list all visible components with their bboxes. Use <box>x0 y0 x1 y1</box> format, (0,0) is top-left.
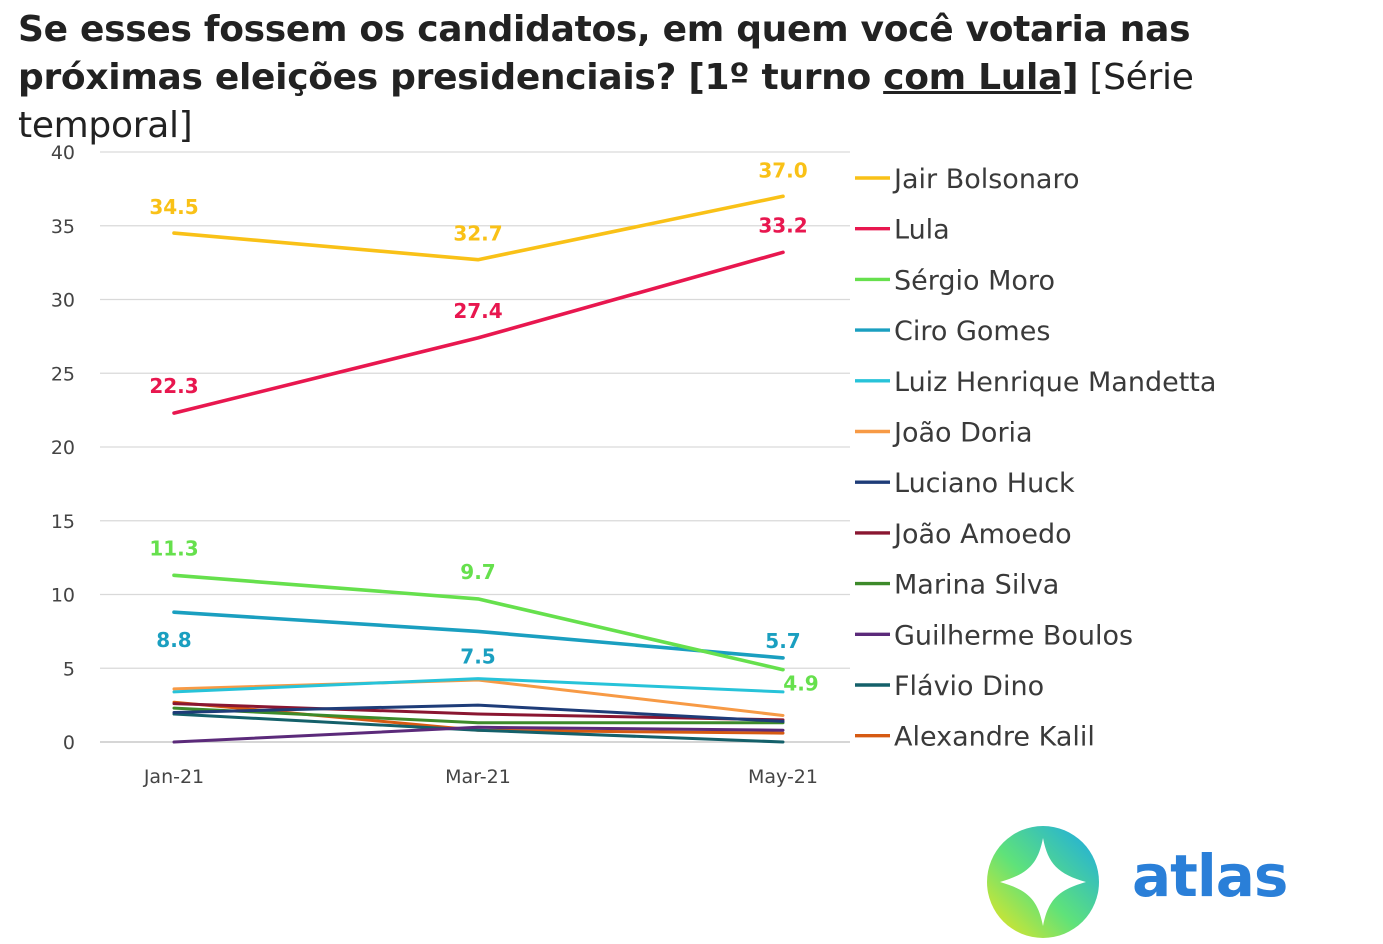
data-label: 27.4 <box>453 299 502 323</box>
series-line <box>172 250 785 415</box>
y-tick-label: 20 <box>51 437 75 459</box>
legend-label: Ciro Gomes <box>894 316 1050 347</box>
y-tick-label: 30 <box>51 290 75 312</box>
y-tick-label: 25 <box>51 363 75 385</box>
legend-label: João Doria <box>892 418 1033 449</box>
data-label: 4.9 <box>783 672 818 696</box>
legend-label: Alexandre Kalil <box>894 722 1095 753</box>
series-line <box>172 194 785 262</box>
legend-label: Jair Bolsonaro <box>892 164 1080 195</box>
legend-label: Lula <box>894 215 950 246</box>
legend-label: Luiz Henrique Mandetta <box>894 367 1216 398</box>
series-line <box>172 610 785 660</box>
atlas-wordmark: atlas <box>1132 842 1288 910</box>
data-label: 34.5 <box>149 195 198 219</box>
data-label: 9.7 <box>460 560 495 584</box>
series-line <box>172 677 785 694</box>
data-label: 11.3 <box>149 536 198 560</box>
data-label: 33.2 <box>758 213 807 237</box>
x-tick-label: Mar-21 <box>445 766 511 788</box>
y-tick-label: 35 <box>51 216 75 238</box>
data-label: 7.5 <box>460 644 495 668</box>
data-label: 8.8 <box>156 628 191 652</box>
legend-label: Marina Silva <box>894 570 1059 601</box>
x-tick-label: Jan-21 <box>143 766 204 788</box>
chart-title: Se esses fossem os candidatos, em quem v… <box>18 6 1378 150</box>
y-tick-label: 5 <box>63 658 75 680</box>
data-label: 22.3 <box>149 374 198 398</box>
legend-label: João Amoedo <box>892 519 1072 550</box>
atlas-compass-logo-icon <box>987 826 1099 938</box>
data-label: 32.7 <box>453 222 502 246</box>
legend-label: Sérgio Moro <box>894 265 1055 296</box>
atlas-logo: atlas <box>986 824 1288 940</box>
chart-title-part1: Se esses fossem os candidatos, em quem v… <box>18 9 1191 98</box>
series-line <box>172 725 785 744</box>
series-line <box>172 712 785 744</box>
x-tick-label: May-21 <box>748 766 818 788</box>
y-tick-label: 10 <box>51 585 75 607</box>
legend-label: Flávio Dino <box>894 671 1044 702</box>
series-line <box>172 702 785 722</box>
legend-label: Guilherme Boulos <box>894 620 1133 651</box>
data-label: 5.7 <box>765 629 800 653</box>
series-line <box>172 706 785 725</box>
series-line <box>172 573 785 672</box>
y-tick-label: 15 <box>51 511 75 533</box>
data-label: 37.0 <box>758 158 807 182</box>
legend-label: Luciano Huck <box>894 468 1075 499</box>
series-line <box>172 703 785 723</box>
y-tick-label: 40 <box>51 142 75 164</box>
chart-title-part2: com Lula] <box>883 57 1079 98</box>
y-tick-label: 0 <box>63 732 75 754</box>
chart-title-part3: [Série temporal] <box>18 57 1194 146</box>
